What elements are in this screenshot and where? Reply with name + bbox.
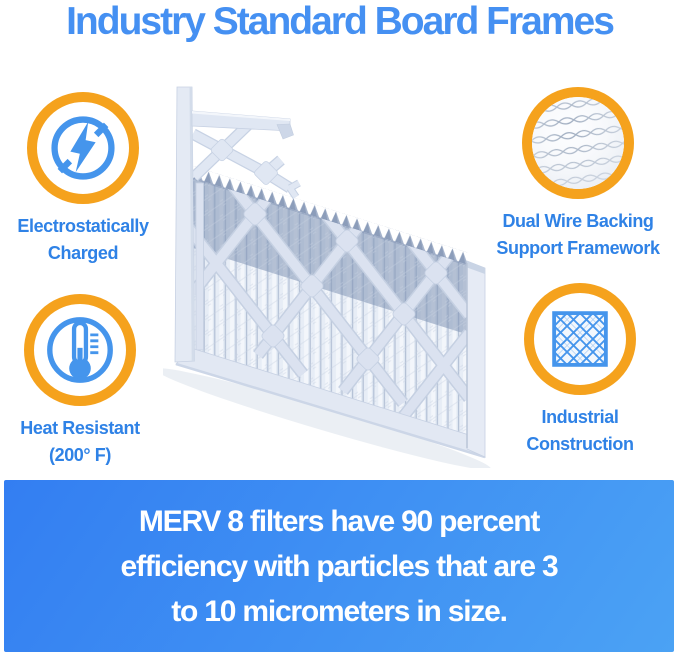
feature-label-line: Dual Wire Backing [502,211,654,231]
feature-electrostatically-charged: Electrostatically Charged [8,92,158,267]
feature-label-line: Support Framework [496,238,660,258]
feature-label-line: Electrostatically [17,216,149,236]
thermometer-icon [47,317,113,383]
orange-ring [524,283,636,395]
banner-line: to 10 micrometers in size. [171,594,508,628]
banner-line: MERV 8 filters have 90 percent [138,504,541,538]
feature-industrial-construction: Industrial Construction [498,283,662,458]
feature-label-line: Charged [47,243,119,263]
orange-ring [27,92,139,204]
orange-ring [24,294,136,406]
page-title: Industry Standard Board Frames [66,0,615,43]
feature-label: Heat Resistant (200° F) [20,415,140,469]
feature-heat-resistant: Heat Resistant (200° F) [5,294,155,469]
banner-line: efficiency with particles that are 3 [120,549,559,583]
orange-ring [522,87,634,199]
merv-info-banner: MERV 8 filters have 90 percent efficienc… [4,480,674,652]
diamond-lattice-icon [552,311,608,367]
feature-label-line: (200° F) [48,445,111,465]
feature-label: Electrostatically Charged [17,213,149,267]
feature-label-line: Construction [526,434,634,454]
wire-mesh-icon [532,97,624,189]
pleated-filter-image [163,86,491,468]
feature-label: Industrial Construction [526,404,634,458]
lightning-bolt-icon [51,116,115,180]
feature-label: Dual Wire Backing Support Framework [496,208,660,262]
feature-label-line: Heat Resistant [20,418,140,438]
feature-label-line: Industrial [541,407,619,427]
feature-dual-wire-backing: Dual Wire Backing Support Framework [494,87,662,262]
